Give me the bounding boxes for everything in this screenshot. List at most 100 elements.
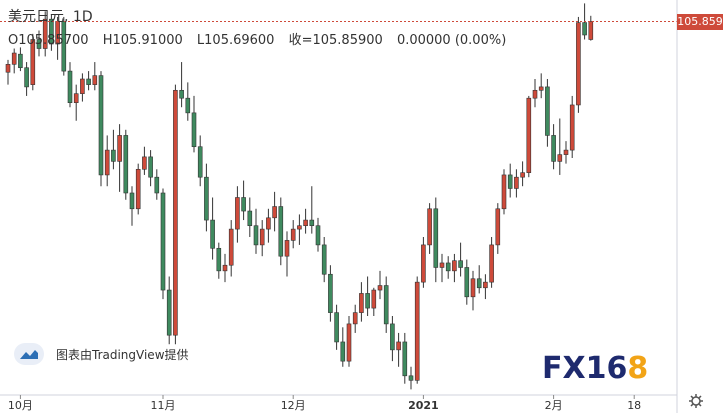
candle-body [439, 262, 445, 268]
candle-body [98, 75, 104, 176]
candle-body [278, 206, 284, 257]
candle-body [520, 172, 525, 178]
x-tick-label: 2月 [545, 399, 563, 412]
candle-body [241, 197, 246, 212]
fx168-logo: FX168 [542, 351, 648, 386]
candle-body [346, 323, 352, 362]
close-value: 收=105.85900 [288, 33, 383, 48]
candle-body [253, 225, 259, 246]
candle-body [5, 64, 11, 73]
tradingview-attribution[interactable]: 图表由TradingView提供 [14, 343, 189, 365]
candle-body [216, 247, 222, 272]
candle-body [191, 112, 197, 148]
x-axis-ticks: 10月 11月 12月 2021 2月 18 [8, 395, 641, 412]
candle-body [197, 146, 203, 178]
candle-body [67, 70, 73, 103]
candle-body [173, 89, 178, 336]
candle-body [507, 174, 513, 189]
candle-body [86, 78, 91, 85]
candle-body [569, 104, 575, 151]
candle-body [495, 208, 501, 246]
logo-part-8: 8 [627, 351, 649, 386]
gear-icon[interactable] [688, 393, 704, 409]
candle-body [135, 168, 141, 210]
candle-body [266, 217, 271, 230]
candle-body [235, 197, 240, 230]
candle-body [290, 228, 296, 241]
candle-body [18, 53, 23, 69]
x-tick-label: 12月 [281, 399, 306, 412]
candle-body [154, 176, 160, 194]
candle-body [483, 281, 488, 289]
candle-body [297, 225, 302, 230]
candle-body [166, 289, 172, 336]
candle-body [303, 219, 308, 227]
candle-body [538, 86, 544, 91]
candle-body [365, 293, 370, 309]
candle-body [185, 97, 191, 114]
candle-body [371, 289, 377, 309]
x-tick-label: 18 [627, 399, 641, 412]
candle-body [557, 154, 563, 162]
candle-body [464, 267, 470, 298]
candle-body [61, 21, 67, 72]
candle-body [489, 244, 494, 283]
candle-body [588, 21, 594, 40]
interval-label[interactable]: 1D [72, 9, 93, 25]
low-value: L105.69600 [196, 33, 275, 48]
candle-body [551, 135, 556, 162]
candle-body [49, 18, 54, 45]
high-value: H105.91000 [102, 33, 183, 48]
candle-body [359, 293, 364, 313]
tradingview-logo-icon[interactable] [14, 343, 44, 365]
candle-body [36, 39, 42, 49]
candle-body [92, 75, 98, 85]
candle-body [142, 156, 147, 170]
candle-body [334, 312, 339, 343]
candle-body [73, 93, 79, 103]
candle-body [383, 285, 389, 325]
candle-body [328, 273, 333, 313]
candle-body [545, 86, 550, 136]
candle-body [272, 206, 277, 219]
candle-body [526, 97, 532, 173]
candle-body [582, 22, 587, 36]
candle-body [104, 149, 110, 176]
candle-body [210, 219, 215, 249]
candle-body [476, 278, 482, 289]
x-tick-label: 11月 [151, 399, 176, 412]
candle-body [563, 149, 569, 155]
candle-body [414, 281, 420, 381]
candle-body [123, 135, 129, 194]
change-value: 0.00000 (0.00%) [396, 33, 507, 48]
attribution-text[interactable]: 图表由TradingView提供 [56, 347, 189, 362]
candle-body [42, 18, 48, 49]
ohlc-readout: O105.85700 H105.91000 L105.69600 收=105.8… [8, 29, 516, 48]
last-price-tag: 105.859 [677, 13, 723, 30]
candle-body [259, 228, 265, 246]
candle-body [390, 323, 395, 351]
candle-body [340, 341, 346, 362]
symbol-name[interactable]: 美元日元 [8, 9, 64, 25]
candle-body [80, 78, 85, 94]
candle-body [160, 192, 166, 291]
candle-body [129, 192, 135, 210]
candle-body [30, 39, 36, 85]
candle-body [396, 341, 401, 351]
candle-body [532, 89, 538, 99]
candle-body [117, 135, 122, 162]
title-separator: , [64, 9, 69, 25]
candle-body [433, 208, 439, 268]
logo-part-16: 16 [585, 351, 628, 386]
candle-body [284, 240, 290, 257]
candle-body [576, 22, 581, 106]
candle-body [309, 219, 315, 227]
candle-body [458, 260, 463, 268]
candle-body [179, 89, 184, 99]
candle-body [11, 52, 17, 65]
candle-body [352, 312, 358, 325]
candle-body [470, 278, 476, 298]
candle-body [452, 260, 457, 272]
candle-body [445, 262, 451, 272]
